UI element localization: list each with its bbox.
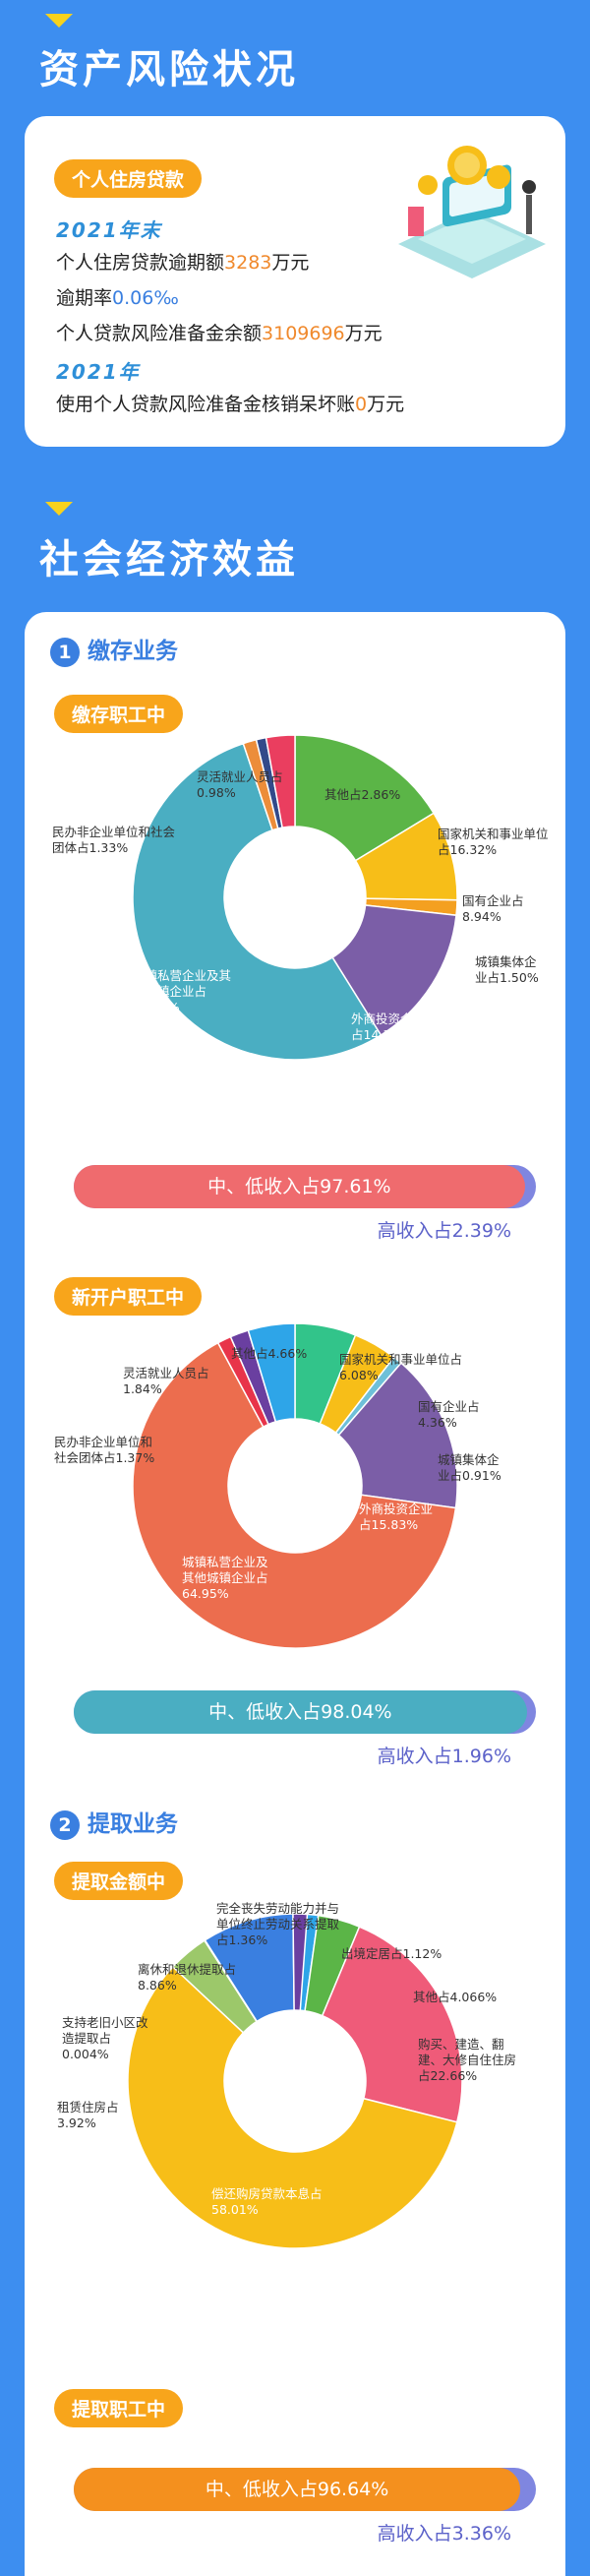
social-card: 1 缴存业务 缴存职工中 国家机关和事业单位占16.32% 国有企业占8.94% … [25, 612, 565, 2576]
reserve-line: 个人贷款风险准备金余额3109696万元 [56, 323, 383, 344]
asset-card: 个人住房贷款 2021年末 个人住房贷款逾期额3283万元 逾期率0.06‰ 个… [25, 116, 565, 447]
deposit-heading: 1 缴存业务 [50, 632, 178, 667]
donut-slice [265, 734, 296, 829]
label-c1-7: 其他占2.86% [324, 787, 401, 802]
label-c3-3: 偿还购房贷款本息占58.01% [211, 2186, 323, 2217]
label-c3-2: 购买、建造、翻建、大修自住住房占22.66% [418, 2037, 517, 2083]
label-c3-7: 完全丧失劳动能力并与单位终止劳动关系提取占1.36% [216, 1901, 340, 1947]
label-c2-6: 灵活就业人员占1.84% [123, 1366, 209, 1396]
income-bar-fill [74, 1690, 527, 1734]
label-c2-2: 城镇集体企业占0.91% [438, 1452, 502, 1483]
donut-slice [127, 1965, 458, 2249]
chart2-pill: 新开户职工中 [54, 1277, 203, 1316]
year-end-label: 2021年末 [56, 218, 162, 242]
donut-chart-withdraw-amount [127, 1913, 463, 2249]
label-c1-5: 民办非企业单位和社会团体占1.33% [52, 825, 176, 855]
chevron-down-icon [45, 502, 73, 516]
income-bar-withdraw: 中、低收入占96.64% [74, 2468, 536, 2511]
donut-slice [132, 742, 383, 1061]
donut-slice [132, 1341, 457, 1649]
donut-chart-new-accounts [132, 1322, 458, 1649]
label-c3-6: 离休和退休提取占8.86% [138, 1962, 237, 1993]
asset-pill: 个人住房贷款 [54, 159, 203, 198]
label-c1-6: 灵活就业人员占0.98% [197, 769, 283, 800]
donut-slice [247, 1322, 296, 1423]
label-c2-7: 其他占4.66% [231, 1346, 308, 1361]
income-bar-low-label: 中、低收入占98.04% [208, 1701, 392, 1723]
donut-chart-deposit [132, 734, 458, 1061]
section-title-social: 社会经济效益 [39, 537, 299, 583]
income-bar-low-label: 中、低收入占96.64% [205, 2479, 389, 2500]
income-high-note: 高收入占2.39% [377, 1220, 511, 1242]
donut-slice [337, 1362, 458, 1509]
income-bar-fill [74, 2468, 521, 2511]
label-c1-3: 外商投资企业占14.36% [351, 1012, 426, 1042]
income-bar-new-accounts: 中、低收入占98.04% [74, 1690, 536, 1734]
label-c2-5: 民办非企业单位和社会团体占1.37% [54, 1435, 155, 1465]
chart3-pill: 提取金额中 [54, 1862, 184, 1900]
withdraw-heading: 2 提取业务 [50, 1805, 178, 1840]
chart1-pill: 缴存职工中 [54, 695, 184, 733]
overdue-line: 个人住房贷款逾期额3283万元 [56, 252, 310, 274]
label-c1-0: 国家机关和事业单位占16.32% [438, 827, 549, 857]
chart4-pill: 提取职工中 [54, 2389, 184, 2427]
section-title-asset: 资产风险状况 [39, 47, 299, 92]
label-c3-0: 出境定居占1.12% [341, 1946, 442, 1961]
label-c2-1: 国有企业占4.36% [418, 1399, 480, 1430]
overdue-rate-line: 逾期率0.06‰ [56, 287, 179, 309]
income-bar-low-label: 中、低收入占97.61% [207, 1176, 391, 1197]
label-c2-4: 城镇私营企业及其他城镇企业占64.95% [182, 1555, 268, 1601]
label-c3-4: 租赁住房占3.92% [57, 2100, 119, 2130]
label-c2-0: 国家机关和事业单位占6.08% [339, 1352, 463, 1382]
finance-illustration-icon [398, 146, 546, 278]
year-label: 2021年 [56, 360, 141, 384]
chevron-down-icon [45, 14, 73, 28]
label-c1-1: 国有企业占8.94% [462, 893, 524, 924]
label-c3-1: 其他占4.066% [413, 1990, 498, 2004]
writeoff-line: 使用个人贷款风险准备金核销呆坏账0万元 [56, 394, 405, 415]
donut-slice [321, 1926, 463, 2123]
donut-slice [294, 734, 436, 862]
income-bar-fill [74, 1165, 525, 1208]
label-c2-3: 外商投资企业占15.83% [359, 1502, 434, 1532]
income-bar-deposit: 中、低收入占97.61% [74, 1165, 536, 1208]
label-c3-5: 支持老旧小区改造提取占0.004% [62, 2015, 148, 2061]
donut-slice [292, 1913, 309, 2011]
income-high-note: 高收入占1.96% [377, 1746, 511, 1767]
income-high-note: 高收入占3.36% [377, 2523, 511, 2545]
label-c1-2: 城镇集体企业占1.50% [475, 954, 539, 985]
label-c1-4: 城镇私营企业及其他城镇企业占53.71% [133, 968, 232, 1014]
